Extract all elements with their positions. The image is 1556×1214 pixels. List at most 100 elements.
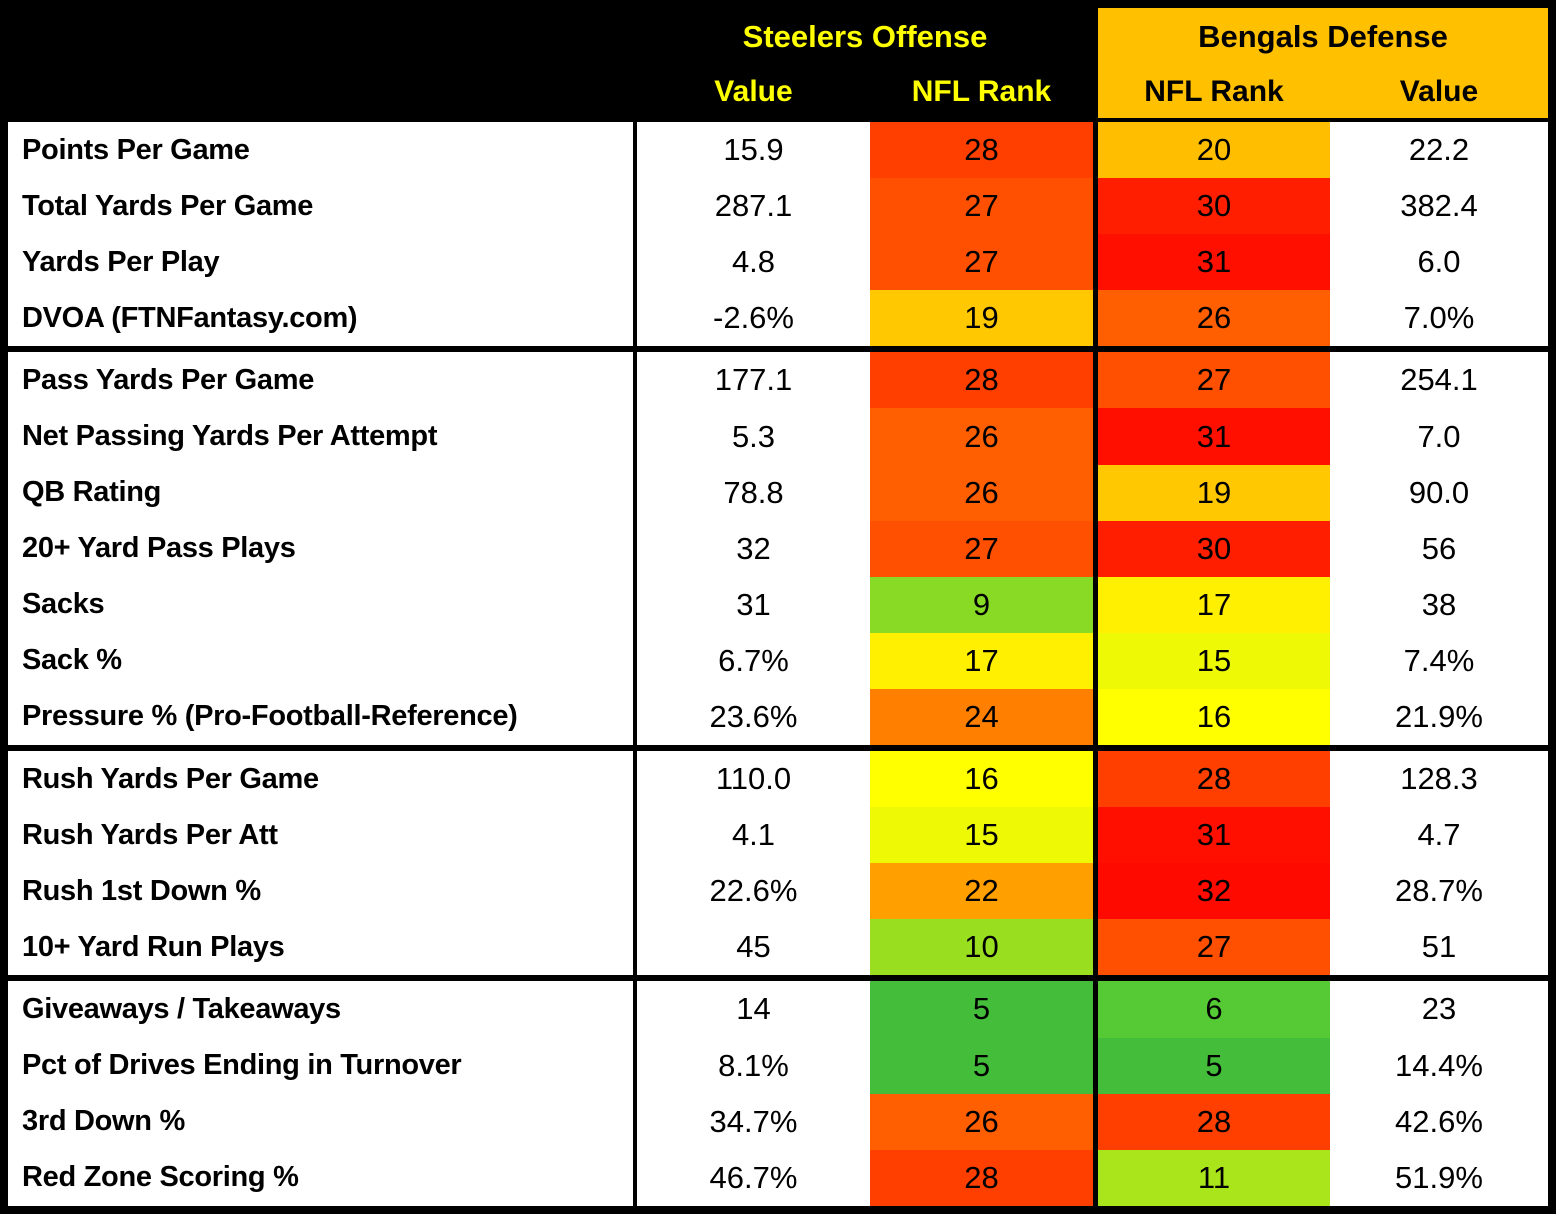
defense-value-cell: 42.6%	[1330, 1093, 1548, 1150]
offense-rank-cell: 27	[870, 234, 1098, 291]
offense-rank-cell: 26	[870, 408, 1098, 465]
defense-rank-cell: 19	[1098, 464, 1330, 521]
offense-rank-cell: 5	[870, 1037, 1098, 1094]
defense-value-cell: 7.4%	[1330, 632, 1548, 689]
defense-rank-cell: 32	[1098, 863, 1330, 920]
stat-name-cell: Sacks	[8, 576, 637, 633]
offense-rank-cell: 5	[870, 981, 1098, 1038]
defense-rank-cell: 30	[1098, 178, 1330, 235]
section-divider	[8, 745, 1548, 752]
stat-name-cell: Pass Yards Per Game	[8, 352, 637, 409]
defense-rank-cell: 17	[1098, 576, 1330, 633]
offense-value-cell: 287.1	[637, 178, 870, 235]
offense-rank-cell: 26	[870, 464, 1098, 521]
offense-value-cell: 22.6%	[637, 863, 870, 920]
table-grid: Steelers Offense Bengals Defense Value N…	[8, 8, 1548, 1206]
offense-rank-cell: 27	[870, 178, 1098, 235]
offense-rank-cell: 22	[870, 863, 1098, 920]
offense-value-cell: 8.1%	[637, 1037, 870, 1094]
corner-cell	[8, 8, 637, 122]
stat-name-cell: Red Zone Scoring %	[8, 1149, 637, 1206]
offense-rank-cell: 15	[870, 807, 1098, 864]
stat-name-cell: Sack %	[8, 632, 637, 689]
stat-name-cell: 3rd Down %	[8, 1093, 637, 1150]
stat-name-cell: 20+ Yard Pass Plays	[8, 520, 637, 577]
defense-value-cell: 90.0	[1330, 464, 1548, 521]
offense-value-cell: 31	[637, 576, 870, 633]
stat-name-cell: Pct of Drives Ending in Turnover	[8, 1037, 637, 1094]
defense-value-cell: 28.7%	[1330, 863, 1548, 920]
offense-value-cell: 46.7%	[637, 1149, 870, 1206]
defense-value-column-header: Value	[1330, 65, 1548, 122]
offense-rank-cell: 26	[870, 1093, 1098, 1150]
offense-value-cell: 34.7%	[637, 1093, 870, 1150]
defense-rank-cell: 20	[1098, 122, 1330, 179]
defense-rank-cell: 28	[1098, 751, 1330, 808]
defense-rank-cell: 26	[1098, 290, 1330, 347]
offense-value-cell: 23.6%	[637, 688, 870, 746]
offense-rank-cell: 17	[870, 632, 1098, 689]
offense-value-cell: 5.3	[637, 408, 870, 465]
stat-name-cell: Rush 1st Down %	[8, 863, 637, 920]
defense-rank-cell: 15	[1098, 632, 1330, 689]
stat-name-cell: Total Yards Per Game	[8, 178, 637, 235]
offense-value-cell: 15.9	[637, 122, 870, 179]
defense-value-cell: 14.4%	[1330, 1037, 1548, 1094]
section-divider	[8, 346, 1548, 353]
defense-value-cell: 4.7	[1330, 807, 1548, 864]
offense-value-cell: 177.1	[637, 352, 870, 409]
defense-value-cell: 6.0	[1330, 234, 1548, 291]
defense-rank-cell: 30	[1098, 520, 1330, 577]
offense-value-column-header: Value	[637, 65, 870, 122]
defense-value-cell: 23	[1330, 981, 1548, 1038]
defense-value-cell: 7.0	[1330, 408, 1548, 465]
stat-name-cell: Pressure % (Pro-Football-Reference)	[8, 688, 637, 746]
defense-value-cell: 254.1	[1330, 352, 1548, 409]
defense-value-cell: 38	[1330, 576, 1548, 633]
offense-value-cell: 14	[637, 981, 870, 1038]
stat-name-cell: Yards Per Play	[8, 234, 637, 291]
offense-value-cell: 78.8	[637, 464, 870, 521]
defense-value-cell: 21.9%	[1330, 688, 1548, 746]
offense-rank-cell: 10	[870, 919, 1098, 976]
defense-rank-cell: 6	[1098, 981, 1330, 1038]
stat-name-cell: 10+ Yard Run Plays	[8, 919, 637, 976]
offense-value-cell: 6.7%	[637, 632, 870, 689]
defense-rank-cell: 28	[1098, 1093, 1330, 1150]
offense-value-cell: 45	[637, 919, 870, 976]
steelers-offense-header: Steelers Offense	[637, 8, 1098, 65]
defense-value-cell: 51.9%	[1330, 1149, 1548, 1206]
offense-rank-cell: 28	[870, 122, 1098, 179]
defense-value-cell: 56	[1330, 520, 1548, 577]
defense-rank-cell: 31	[1098, 807, 1330, 864]
offense-rank-cell: 16	[870, 751, 1098, 808]
stat-name-cell: Net Passing Yards Per Attempt	[8, 408, 637, 465]
offense-rank-cell: 24	[870, 688, 1098, 746]
stat-name-cell: Rush Yards Per Att	[8, 807, 637, 864]
defense-value-cell: 22.2	[1330, 122, 1548, 179]
offense-value-cell: 4.1	[637, 807, 870, 864]
stat-name-cell: DVOA (FTNFantasy.com)	[8, 290, 637, 347]
defense-rank-cell: 5	[1098, 1037, 1330, 1094]
bengals-defense-header: Bengals Defense	[1098, 8, 1548, 65]
offense-value-cell: 4.8	[637, 234, 870, 291]
offense-rank-column-header: NFL Rank	[870, 65, 1098, 122]
defense-rank-cell: 11	[1098, 1149, 1330, 1206]
offense-value-cell: 110.0	[637, 751, 870, 808]
offense-rank-cell: 27	[870, 520, 1098, 577]
defense-rank-column-header: NFL Rank	[1098, 65, 1330, 122]
defense-rank-cell: 16	[1098, 688, 1330, 746]
defense-value-cell: 7.0%	[1330, 290, 1548, 347]
offense-rank-cell: 28	[870, 352, 1098, 409]
stat-name-cell: Points Per Game	[8, 122, 637, 179]
defense-value-cell: 51	[1330, 919, 1548, 976]
defense-rank-cell: 31	[1098, 408, 1330, 465]
offense-rank-cell: 28	[870, 1149, 1098, 1206]
stat-name-cell: Giveaways / Takeaways	[8, 981, 637, 1038]
offense-value-cell: 32	[637, 520, 870, 577]
defense-rank-cell: 27	[1098, 919, 1330, 976]
offense-rank-cell: 9	[870, 576, 1098, 633]
section-divider	[8, 975, 1548, 982]
defense-rank-cell: 27	[1098, 352, 1330, 409]
